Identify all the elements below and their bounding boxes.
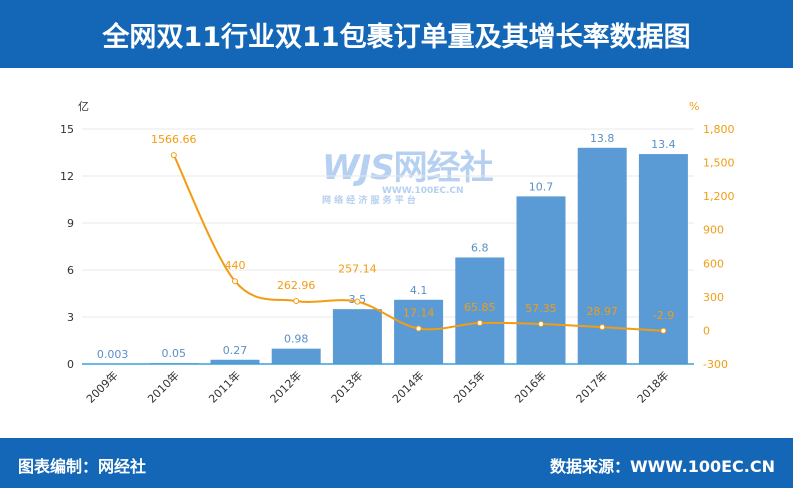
y-right-tick: 1,800: [703, 123, 735, 136]
chart-title: 全网双11行业双11包裹订单量及其增长率数据图: [0, 0, 793, 68]
y-right-tick: -300: [703, 358, 728, 371]
watermark-tagline: 网 络 经 济 服 务 平 台: [322, 196, 416, 207]
bar: [577, 147, 627, 364]
bar-label: 6.8: [471, 241, 489, 254]
y-right-unit: %: [689, 100, 699, 113]
x-tick-label: 2014年: [389, 368, 426, 405]
line-label: 1566.66: [151, 133, 197, 146]
line-label: 440: [225, 259, 246, 272]
y-left-tick: 6: [67, 264, 74, 277]
line-point: [476, 320, 483, 327]
bar-label: 10.7: [529, 180, 554, 193]
x-tick-label: 2018年: [634, 368, 671, 405]
watermark-logo: WJS网经社 WWW.100EC.CN 网 络 经 济 服 务 平 台: [322, 148, 494, 207]
line-label: 257.14: [338, 263, 377, 276]
line-point: [538, 321, 544, 328]
bar-label: 0.98: [284, 333, 309, 346]
line-point: [660, 327, 667, 334]
bar: [516, 196, 566, 364]
line-point: [232, 278, 238, 285]
line-label: -2.9: [653, 309, 674, 322]
bar-label: 13.4: [651, 138, 676, 151]
bar-label: 4.1: [410, 284, 428, 297]
x-tick-label: 2010年: [144, 368, 181, 405]
line-label: 57.35: [525, 302, 557, 315]
bar-label: 0.05: [162, 347, 187, 360]
footer-credit: 图表编制：网经社: [18, 457, 147, 476]
y-left-tick: 0: [67, 358, 74, 371]
y-right-tick: 600: [703, 257, 724, 270]
line-label: 262.96: [277, 279, 316, 292]
line-point: [293, 298, 300, 305]
footer: 图表编制：网经社 数据来源：WWW.100EC.CN: [0, 438, 793, 488]
line-label: 28.97: [586, 305, 618, 318]
x-tick-label: 2013年: [328, 368, 365, 405]
y-right-tick: 900: [703, 224, 724, 237]
bar: [210, 359, 260, 364]
x-tick-label: 2015年: [450, 368, 487, 405]
bar: [394, 299, 444, 364]
bar: [271, 348, 321, 364]
line-label: 17.14: [403, 307, 435, 320]
line-point: [599, 324, 606, 331]
bar-label: 0.003: [97, 348, 129, 361]
footer-source: 数据来源：WWW.100EC.CN: [549, 457, 775, 476]
x-tick-label: 2012年: [267, 368, 304, 405]
y-left-tick: 9: [67, 217, 74, 230]
y-left-tick: 12: [60, 170, 74, 183]
line-point: [354, 298, 361, 305]
bar: [455, 257, 505, 364]
line-point: [415, 325, 422, 332]
y-right-tick: 1,200: [703, 190, 735, 203]
bar: [332, 309, 382, 364]
watermark-url: WWW.100EC.CN: [382, 186, 464, 197]
x-tick-label: 2016年: [512, 368, 549, 405]
x-tick-label: 2009年: [83, 368, 120, 405]
y-right-tick: 0: [703, 324, 710, 337]
y-right-tick: 1,500: [703, 157, 735, 170]
x-tick-label: 2017年: [573, 368, 610, 405]
bar-label: 0.27: [223, 344, 248, 357]
x-tick-label: 2011年: [206, 368, 243, 405]
line-point: [170, 152, 177, 159]
y-right-tick: 300: [703, 291, 724, 304]
y-left-tick: 15: [60, 123, 74, 136]
chart: 0 3 6 9 12 15 -300 0 300 600 900 1,200 1,500 1,800 亿 % 0…: [60, 100, 735, 406]
line-label: 65.85: [464, 301, 496, 314]
bar-label: 13.8: [590, 132, 615, 145]
y-left-tick: 3: [67, 311, 74, 324]
y-left-unit: 亿: [78, 100, 89, 113]
